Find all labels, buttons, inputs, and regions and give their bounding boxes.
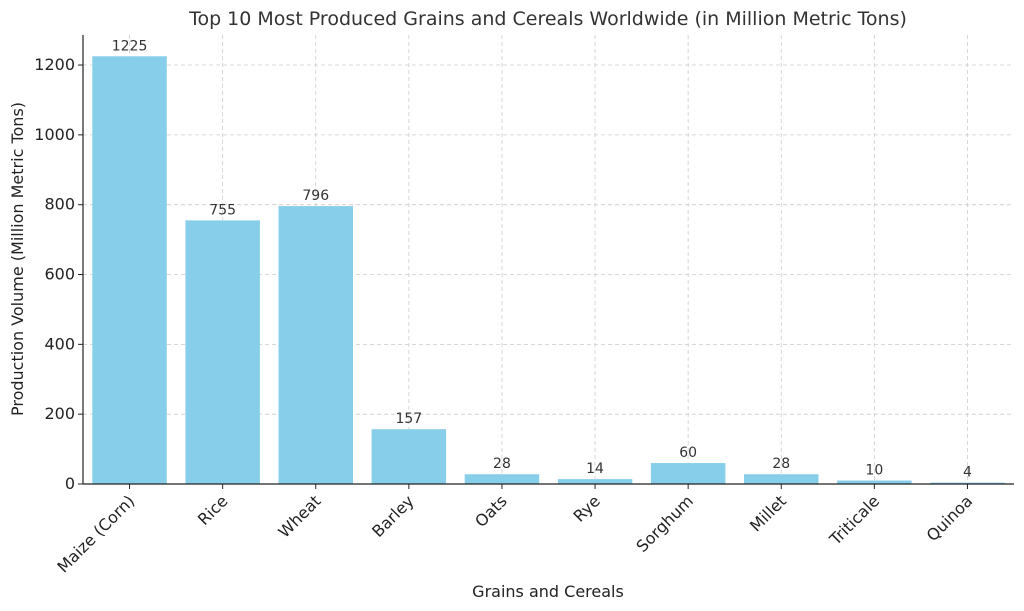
y-tick-label: 0 <box>65 474 75 493</box>
y-tick-label: 200 <box>44 404 75 423</box>
chart-title: Top 10 Most Produced Grains and Cereals … <box>188 8 907 30</box>
bar-value-label: 157 <box>395 411 422 427</box>
x-tick-label: Sorghum <box>632 491 697 556</box>
bar <box>278 206 353 484</box>
bar-value-label: 796 <box>302 188 329 204</box>
bar-value-label: 60 <box>679 445 697 461</box>
y-tick-label: 1000 <box>34 125 75 144</box>
bar <box>92 56 167 484</box>
y-tick-label: 600 <box>44 265 75 284</box>
bar <box>650 463 726 484</box>
bar <box>837 480 912 484</box>
x-tick-label: Triticale <box>825 491 883 549</box>
bar-value-label: 755 <box>209 202 236 218</box>
axis-layer: 0 200 400 600 800 1000 1200 Maize (Corn) Rice Whe… <box>34 35 1014 576</box>
bar-value-label: 10 <box>865 463 883 479</box>
x-tick-label: Oats <box>471 491 511 531</box>
x-tick-label: Barley <box>368 491 418 541</box>
y-axis-label: Production Volume (Million Metric Tons) <box>8 102 27 416</box>
x-tick-label: Quinoa <box>923 491 977 545</box>
bar <box>744 474 819 484</box>
data-label-layer: 1225 755 796 157 28 14 60 28 10 4 <box>112 38 972 480</box>
bar-value-label: 4 <box>963 465 972 481</box>
bar <box>185 220 260 484</box>
bar-value-label: 28 <box>493 456 511 472</box>
bar <box>557 479 633 484</box>
y-tick-label: 1200 <box>34 55 75 74</box>
bar <box>464 474 540 484</box>
bar-value-label: 1225 <box>112 38 148 54</box>
bar-value-label: 14 <box>586 461 604 477</box>
bar-value-label: 28 <box>772 456 790 472</box>
bar <box>930 482 1005 484</box>
y-tick-label: 400 <box>44 334 75 353</box>
x-tick-label: Rye <box>570 491 604 525</box>
bar <box>371 429 447 484</box>
y-tick-label: 800 <box>44 195 75 214</box>
bar-layer <box>92 56 1005 484</box>
x-tick-label: Wheat <box>274 491 324 541</box>
x-tick-label: Maize (Corn) <box>53 491 138 576</box>
x-tick-label: Millet <box>746 491 790 535</box>
x-tick-label: Rice <box>194 491 232 529</box>
x-axis-label: Grains and Cereals <box>472 582 624 601</box>
